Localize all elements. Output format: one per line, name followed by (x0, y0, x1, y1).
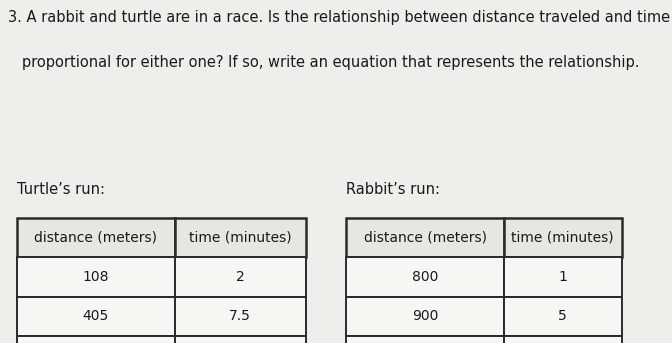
Bar (504, 336, 622, 343)
Text: 900: 900 (412, 309, 438, 323)
Bar (17, 257, 175, 297)
Bar (346, 336, 504, 343)
Text: time (minutes): time (minutes) (511, 230, 614, 245)
Text: 2: 2 (236, 270, 245, 284)
Text: distance (meters): distance (meters) (34, 230, 157, 245)
Bar (504, 297, 622, 336)
Bar (175, 257, 306, 297)
Text: 3. A rabbit and turtle are in a race. Is the relationship between distance trave: 3. A rabbit and turtle are in a race. Is… (8, 10, 670, 25)
Text: proportional for either one? If so, write an equation that represents the relati: proportional for either one? If so, writ… (8, 55, 640, 70)
Text: 405: 405 (83, 309, 109, 323)
Bar (175, 336, 306, 343)
Bar (346, 218, 504, 257)
Text: 5: 5 (558, 309, 567, 323)
Text: time (minutes): time (minutes) (189, 230, 292, 245)
Bar (504, 218, 622, 257)
Text: distance (meters): distance (meters) (364, 230, 487, 245)
Bar (17, 218, 175, 257)
Text: 800: 800 (412, 270, 438, 284)
Bar (175, 218, 306, 257)
Bar (17, 336, 175, 343)
Bar (346, 257, 504, 297)
Bar (17, 297, 175, 336)
Bar (346, 297, 504, 336)
Text: 1: 1 (558, 270, 567, 284)
Bar (175, 297, 306, 336)
Text: Turtle’s run:: Turtle’s run: (17, 182, 105, 197)
Text: 108: 108 (83, 270, 109, 284)
Bar (504, 257, 622, 297)
Text: 7.5: 7.5 (229, 309, 251, 323)
Text: Rabbit’s run:: Rabbit’s run: (346, 182, 440, 197)
